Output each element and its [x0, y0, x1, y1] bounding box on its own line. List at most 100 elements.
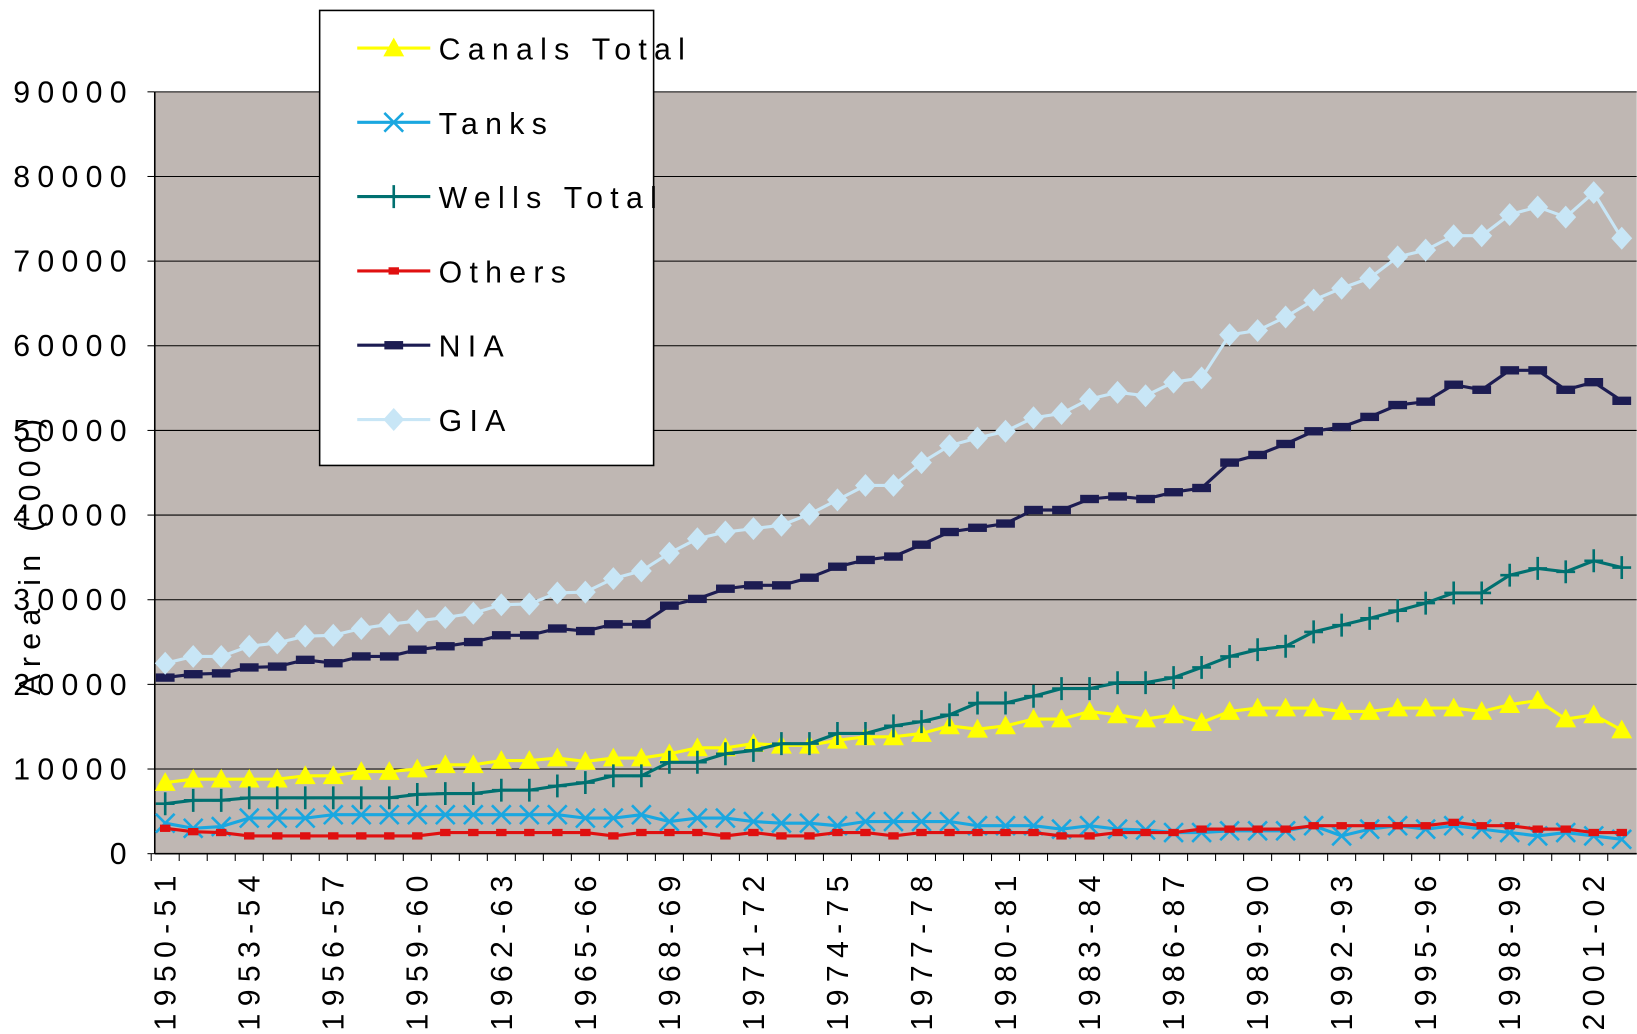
x-tick-label: 1977-78	[906, 868, 939, 1029]
marker	[1220, 644, 1239, 668]
marker	[519, 631, 539, 640]
x-tick-label: 1950-51	[150, 868, 183, 1029]
x-tick-label: 1962-63	[486, 868, 519, 1029]
marker	[911, 451, 932, 475]
x-tick-label: 1956-57	[318, 868, 351, 1029]
marker	[384, 185, 404, 209]
marker	[1051, 402, 1072, 425]
marker	[378, 804, 400, 826]
marker	[1247, 697, 1269, 717]
marker	[1500, 563, 1520, 587]
marker	[1388, 599, 1408, 623]
marker	[1616, 828, 1627, 837]
y-tick-label: 40000	[13, 500, 134, 533]
marker	[608, 832, 619, 840]
marker	[1024, 684, 1043, 708]
marker	[1164, 666, 1183, 690]
marker	[1611, 719, 1633, 739]
marker	[688, 594, 707, 604]
x-tick-label: 1974-75	[822, 868, 855, 1029]
marker	[519, 778, 539, 802]
marker	[350, 761, 372, 780]
marker	[856, 555, 875, 565]
marker	[155, 792, 175, 816]
marker	[1476, 822, 1487, 830]
marker	[182, 644, 204, 668]
legend-label: Others	[439, 256, 574, 289]
marker	[407, 782, 427, 806]
marker	[664, 828, 675, 837]
marker	[714, 520, 736, 544]
marker	[912, 710, 931, 734]
marker	[356, 832, 367, 840]
legend-label: Tanks	[439, 108, 555, 141]
marker	[1360, 412, 1380, 422]
marker	[1168, 828, 1179, 837]
marker	[716, 584, 735, 593]
marker	[547, 804, 568, 826]
marker	[968, 523, 987, 532]
marker	[1332, 613, 1352, 637]
legend-label: Canals Total	[439, 33, 693, 66]
marker	[883, 811, 904, 832]
marker	[183, 788, 203, 812]
marker	[1331, 825, 1352, 847]
marker	[692, 828, 703, 837]
marker	[323, 786, 343, 810]
marker	[1443, 224, 1465, 248]
marker	[187, 828, 199, 836]
marker	[383, 408, 405, 432]
marker	[378, 612, 400, 636]
marker	[856, 721, 875, 745]
marker	[630, 559, 652, 583]
marker	[1448, 818, 1459, 827]
marker	[770, 513, 792, 537]
marker	[463, 804, 484, 826]
marker	[266, 631, 288, 655]
marker	[1248, 638, 1268, 662]
marker	[1052, 677, 1071, 701]
marker	[1556, 385, 1576, 394]
marker	[631, 764, 651, 788]
marker	[210, 644, 232, 668]
marker	[1527, 195, 1549, 219]
marker	[1364, 822, 1375, 830]
marker	[1387, 245, 1409, 269]
series	[155, 366, 1632, 682]
marker	[603, 807, 624, 829]
marker	[659, 811, 680, 832]
marker	[967, 718, 988, 738]
marker	[1079, 815, 1100, 837]
marker	[1532, 825, 1543, 833]
marker	[1360, 606, 1380, 630]
marker	[1280, 825, 1291, 833]
marker	[884, 552, 903, 561]
y-axis-title: Area in ('000)	[14, 412, 47, 695]
marker	[1308, 822, 1319, 830]
marker	[1528, 556, 1548, 580]
marker	[776, 832, 787, 840]
marker	[1079, 701, 1100, 720]
x-tick-label: 1965-66	[570, 868, 603, 1029]
series	[155, 549, 1632, 816]
marker	[524, 828, 535, 837]
marker	[1028, 828, 1039, 837]
marker	[351, 786, 371, 810]
y-tick-label: 0	[110, 838, 134, 871]
marker	[266, 768, 288, 788]
marker	[406, 804, 428, 826]
marker	[1416, 591, 1436, 615]
marker	[244, 832, 255, 840]
marker	[575, 626, 595, 636]
marker	[1472, 581, 1492, 605]
marker	[1304, 427, 1324, 436]
marker	[939, 811, 960, 832]
marker	[860, 828, 871, 837]
marker	[462, 754, 484, 774]
marker	[1555, 708, 1577, 728]
marker	[944, 828, 955, 837]
marker	[1140, 828, 1151, 837]
marker	[384, 832, 395, 840]
marker	[1583, 181, 1605, 205]
marker	[1504, 822, 1515, 830]
